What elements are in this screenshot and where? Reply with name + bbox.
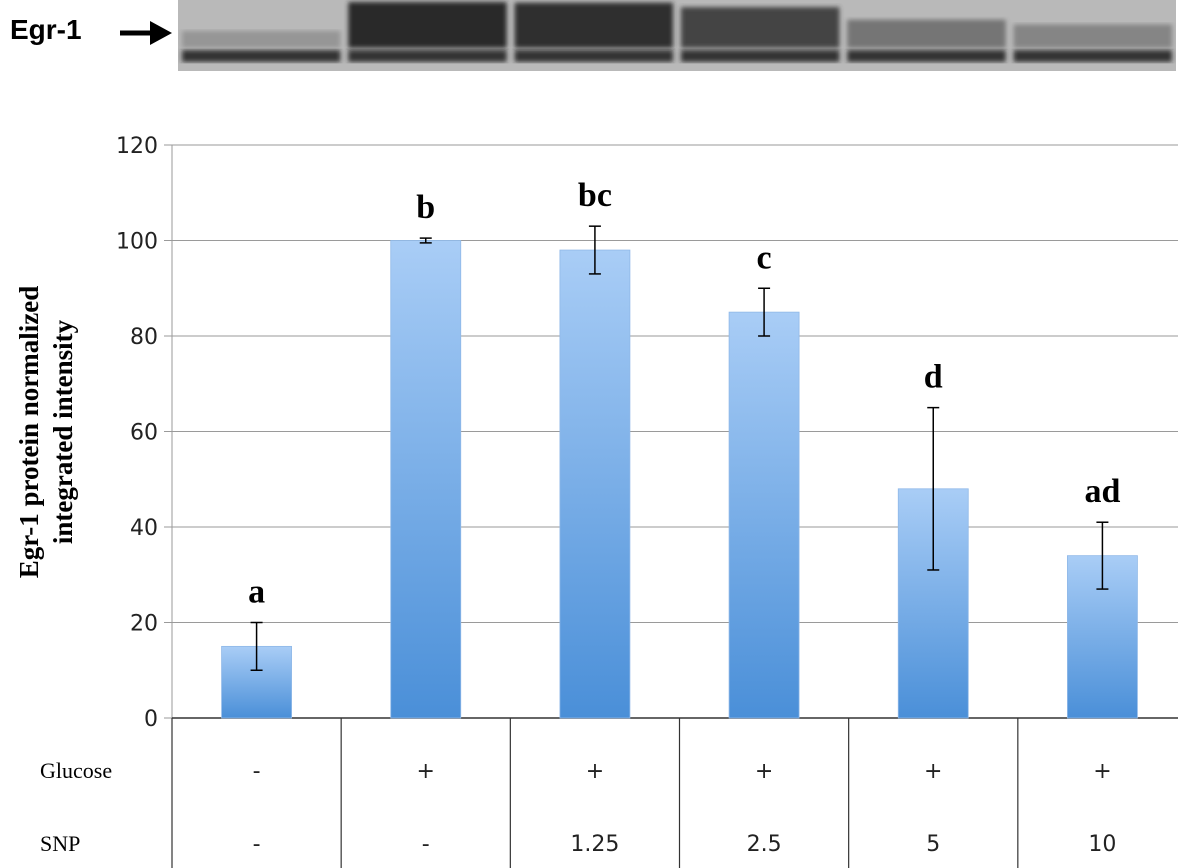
table-cell: + — [924, 759, 942, 784]
y-tick-label: 120 — [116, 134, 158, 159]
bar — [897, 488, 969, 719]
bar — [1067, 555, 1138, 719]
blot-band — [1013, 50, 1172, 62]
blot-band — [681, 7, 840, 49]
y-axis-label: Egr-1 protein normalized integrated inten… — [14, 286, 78, 578]
bar — [559, 249, 631, 719]
blot-background — [178, 0, 1176, 71]
blot-band — [348, 50, 507, 62]
table-cell: 10 — [1088, 832, 1116, 857]
table-cell: + — [755, 759, 773, 784]
bar — [728, 311, 800, 719]
table-cell: 5 — [926, 832, 940, 857]
table-cell: - — [422, 832, 430, 857]
bar — [221, 645, 292, 719]
significance-label: a — [248, 574, 265, 611]
blot-band — [348, 2, 507, 48]
table-row-label: SNP — [40, 831, 80, 856]
table-cell: 2.5 — [747, 832, 782, 857]
significance-label: bc — [578, 177, 612, 214]
table-cell: + — [1093, 759, 1111, 784]
table-cell: 1.25 — [570, 832, 619, 857]
y-tick-label: 60 — [130, 421, 158, 446]
arrow-right-icon — [120, 21, 172, 45]
table-row-label: Glucose — [40, 758, 112, 783]
significance-label: d — [924, 359, 943, 396]
y-axis-label-line: Egr-1 protein normalized — [14, 286, 44, 578]
y-axis-label-line: integrated intensity — [48, 319, 78, 544]
blot-band — [514, 2, 673, 48]
bar — [390, 240, 462, 719]
y-tick-label: 100 — [116, 230, 158, 255]
blot-band — [1013, 24, 1172, 48]
significance-label: ad — [1084, 473, 1120, 510]
significance-label: c — [757, 239, 772, 276]
western-blot-image — [178, 0, 1176, 71]
blot-band — [681, 50, 840, 62]
blot-band — [182, 30, 341, 48]
y-tick-label: 40 — [130, 516, 158, 541]
significance-label: b — [416, 189, 435, 226]
y-tick-label: 20 — [130, 612, 158, 637]
y-tick-label: 80 — [130, 325, 158, 350]
blot-band — [182, 50, 341, 62]
table-cell: + — [586, 759, 604, 784]
y-tick-label: 0 — [144, 707, 158, 732]
blot-band — [514, 50, 673, 62]
table-cell: - — [253, 759, 261, 784]
blot-band — [847, 19, 1006, 48]
table-cell: - — [253, 832, 261, 857]
blot-band — [847, 50, 1006, 62]
table-cell: + — [417, 759, 435, 784]
blot-label: Egr-1 — [10, 14, 82, 45]
